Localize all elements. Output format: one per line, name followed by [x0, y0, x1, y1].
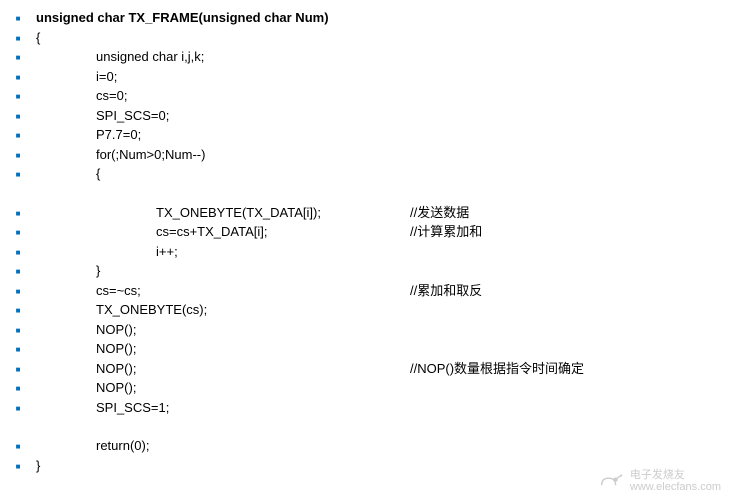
- bullet-icon: ■: [0, 125, 36, 142]
- bullet-icon: ■: [0, 8, 36, 25]
- bullet-icon: ■: [0, 164, 36, 181]
- code-line: ■cs=~cs; //累加和取反: [0, 281, 741, 301]
- bullet-icon: ■: [0, 106, 36, 123]
- code-comment: //NOP()数量根据指令时间确定: [410, 359, 584, 379]
- code-text: i++;: [36, 242, 178, 262]
- code-line: ■unsigned char i,j,k;: [0, 47, 741, 67]
- code-line: ■TX_ONEBYTE(cs);: [0, 300, 741, 320]
- code-line: ■}: [0, 261, 741, 281]
- watermark: 电子发烧友 www.elecfans.com: [596, 469, 721, 493]
- code-line: ■unsigned char TX_FRAME(unsigned char Nu…: [0, 8, 741, 28]
- code-text: return(0);: [36, 436, 149, 456]
- code-text: {: [36, 28, 40, 48]
- code-line: ■i=0;: [0, 67, 741, 87]
- code-line: [0, 417, 741, 436]
- code-line: ■NOP();: [0, 320, 741, 340]
- bullet-icon: ■: [0, 436, 36, 453]
- bullet-icon: ■: [0, 203, 36, 220]
- code-line: ■{: [0, 28, 741, 48]
- bullet-icon: ■: [0, 67, 36, 84]
- bullet-icon: ■: [0, 300, 36, 317]
- code-text: NOP();: [36, 339, 136, 359]
- bullet-icon: ■: [0, 261, 36, 278]
- bullet-icon: ■: [0, 281, 36, 298]
- code-text: cs=~cs;: [36, 281, 141, 301]
- code-text: TX_ONEBYTE(cs);: [36, 300, 207, 320]
- bullet-icon: ■: [0, 28, 36, 45]
- code-text: }: [36, 456, 40, 476]
- code-line: [0, 184, 741, 203]
- code-text: cs=0;: [36, 86, 127, 106]
- bullet-icon: [0, 417, 36, 422]
- code-line: ■NOP(); //NOP()数量根据指令时间确定: [0, 359, 741, 379]
- code-line: ■NOP();: [0, 378, 741, 398]
- watermark-url: www.elecfans.com: [630, 481, 721, 493]
- code-text: {: [36, 164, 100, 184]
- bullet-icon: ■: [0, 359, 36, 376]
- code-text: unsigned char i,j,k;: [36, 47, 204, 67]
- code-text: cs=cs+TX_DATA[i];: [36, 222, 268, 242]
- code-text: i=0;: [36, 67, 117, 87]
- bullet-icon: ■: [0, 145, 36, 162]
- watermark-logo-icon: [596, 471, 624, 491]
- code-line: ■{: [0, 164, 741, 184]
- bullet-icon: ■: [0, 222, 36, 239]
- code-line: ■TX_ONEBYTE(TX_DATA[i]); //发送数据: [0, 203, 741, 223]
- code-text: SPI_SCS=1;: [36, 398, 169, 418]
- code-line: ■SPI_SCS=0;: [0, 106, 741, 126]
- code-line: ■for(;Num>0;Num--): [0, 145, 741, 165]
- code-line: ■SPI_SCS=1;: [0, 398, 741, 418]
- code-text: NOP();: [36, 378, 136, 398]
- bullet-icon: ■: [0, 398, 36, 415]
- code-line: ■cs=0;: [0, 86, 741, 106]
- bullet-icon: ■: [0, 456, 36, 473]
- code-block: ■unsigned char TX_FRAME(unsigned char Nu…: [0, 0, 741, 483]
- bullet-icon: ■: [0, 339, 36, 356]
- bullet-icon: ■: [0, 47, 36, 64]
- code-text: SPI_SCS=0;: [36, 106, 169, 126]
- code-text: }: [36, 261, 100, 281]
- code-text: unsigned char TX_FRAME(unsigned char Num…: [36, 8, 329, 28]
- code-text: TX_ONEBYTE(TX_DATA[i]);: [36, 203, 321, 223]
- watermark-name: 电子发烧友: [630, 469, 721, 481]
- bullet-icon: ■: [0, 86, 36, 103]
- code-line: ■NOP();: [0, 339, 741, 359]
- code-comment: //发送数据: [410, 203, 469, 223]
- code-line: ■P7.7=0;: [0, 125, 741, 145]
- code-line: ■i++;: [0, 242, 741, 262]
- code-text: NOP();: [36, 359, 136, 379]
- code-comment: //累加和取反: [410, 281, 482, 301]
- code-text: P7.7=0;: [36, 125, 141, 145]
- code-text: for(;Num>0;Num--): [36, 145, 205, 165]
- code-comment: //计算累加和: [410, 222, 482, 242]
- code-line: ■return(0);: [0, 436, 741, 456]
- bullet-icon: ■: [0, 320, 36, 337]
- bullet-icon: ■: [0, 242, 36, 259]
- bullet-icon: ■: [0, 378, 36, 395]
- code-line: ■cs=cs+TX_DATA[i]; //计算累加和: [0, 222, 741, 242]
- bullet-icon: [0, 184, 36, 189]
- code-text: NOP();: [36, 320, 136, 340]
